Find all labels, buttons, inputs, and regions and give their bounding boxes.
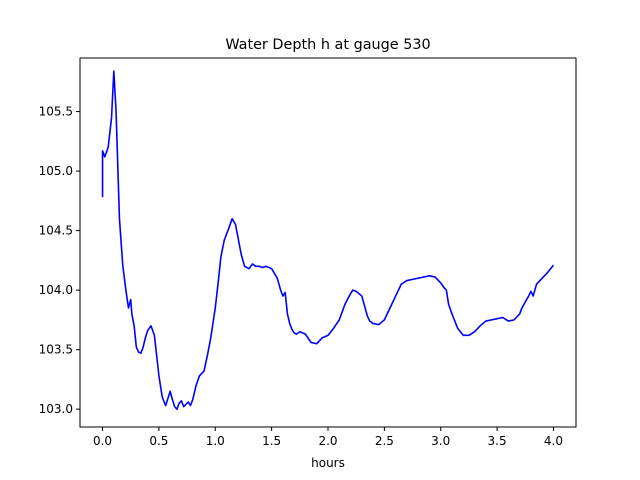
plot-area — [101, 70, 555, 410]
y-tick-label: 103.5 — [39, 343, 73, 357]
y-tick-label: 105.5 — [39, 105, 73, 119]
axes: 0.0 0.5 1.0 1.5 2.0 2.5 3.0 3.5 4.0 103.0 103.5 104… — [39, 57, 577, 448]
series-line-0 — [101, 70, 555, 410]
y-tick-label: 104.5 — [39, 224, 73, 238]
y-tick-label: 103.0 — [39, 402, 73, 416]
y-tick-label: 104.0 — [39, 283, 73, 297]
chart-title: Water Depth h at gauge 530 — [225, 37, 430, 53]
x-tick-label: 0.5 — [149, 434, 168, 448]
x-tick-label: 2.5 — [375, 434, 394, 448]
y-tick-label: 105.0 — [39, 164, 73, 178]
x-tick-label: 3.5 — [488, 434, 507, 448]
x-tick-label: 2.0 — [318, 434, 337, 448]
x-axis-label: hours — [311, 456, 345, 470]
x-tick-label: 3.0 — [431, 434, 450, 448]
x-tick-label: 1.0 — [206, 434, 225, 448]
x-tick-label: 1.5 — [262, 434, 281, 448]
x-tick-label: 0.0 — [93, 434, 112, 448]
x-tick-label: 4.0 — [544, 434, 563, 448]
